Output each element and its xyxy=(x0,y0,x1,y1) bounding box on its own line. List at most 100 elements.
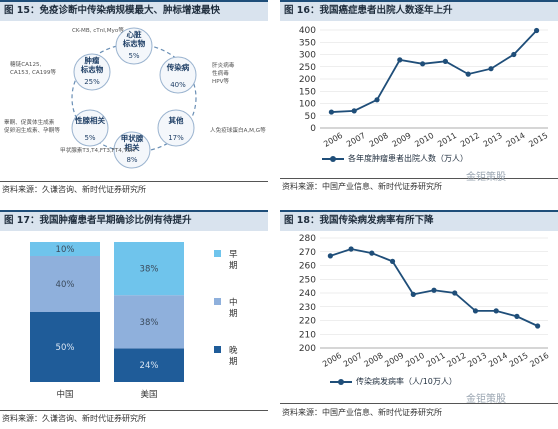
fig17-legend-swatch xyxy=(214,346,221,353)
fig18-xtick-label: 2006 xyxy=(321,351,343,369)
fig16-xtick-label: 2009 xyxy=(390,131,412,149)
fig18-xtick-label: 2008 xyxy=(363,351,385,369)
fig15-bubble-percent: 25% xyxy=(84,78,100,86)
fig18-point xyxy=(452,290,458,296)
fig15-bubble xyxy=(113,131,151,169)
fig18-point xyxy=(327,253,333,259)
fig17-legend-swatch xyxy=(214,250,221,257)
fig17-source: 资料来源：久谦咨询、新时代证券研究所 xyxy=(2,414,146,423)
fig16-ytick-label: 300 xyxy=(299,51,316,61)
fig16-ytick-label: 0 xyxy=(310,124,316,134)
fig18-title: 图 18：我国传染病发病率有所下降 xyxy=(280,210,558,231)
fig18-source: 资料来源：中国产业信息、新时代证券研究所 xyxy=(282,408,442,417)
fig18-ytick-label: 250 xyxy=(299,275,316,285)
fig18-point xyxy=(535,323,541,329)
fig16-point xyxy=(488,66,494,72)
fig17-data-label: 24% xyxy=(140,361,159,371)
fig15-separator xyxy=(0,181,268,182)
fig17-bar-segment xyxy=(114,348,184,382)
fig17-bar-segment xyxy=(114,242,184,296)
fig16-ytick-label: 400 xyxy=(299,26,316,36)
fig15-detail-text: 肝炎病毒 xyxy=(212,61,235,69)
fig17-bar-segment xyxy=(114,295,184,349)
fig18-xtick-label: 2015 xyxy=(508,351,530,369)
fig18-legend-marker xyxy=(330,378,352,385)
fig18-series-line xyxy=(330,248,539,327)
fig17-data-label: 38% xyxy=(140,318,159,328)
fig18-legend-label: 传染病发病率（人/10万人） xyxy=(356,377,457,386)
fig16-xtick-label: 2010 xyxy=(413,131,435,149)
fig18-xtick-label: 2007 xyxy=(342,351,364,369)
fig15-detail-text: 人免疫球蛋白A,M,G等 xyxy=(210,126,266,134)
fig15-detail-text: 甲状腺素T3,T4,FT3,FT4,TSH xyxy=(60,146,135,154)
fig16-point xyxy=(511,51,517,58)
fig18-point xyxy=(410,291,416,297)
fig15-detail-text: 睾酮、促黄体生成素 xyxy=(4,118,55,126)
fig15-bubble-label: 心脏 xyxy=(127,29,142,39)
fig16-point xyxy=(328,109,334,115)
fig16-xtick-label: 2007 xyxy=(345,131,367,149)
fig15-detail-text: CA153, CA199等 xyxy=(10,68,56,76)
fig15-panel: 图 15：免疫诊断中传染病规模最大、肿标增速最快 心脏 标志物 5% CK-MB, c… xyxy=(0,0,268,200)
fig18-xtick-label: 2016 xyxy=(528,351,550,369)
fig15-bubble xyxy=(71,109,109,147)
fig15-bubble-label: 其他 xyxy=(169,115,184,125)
fig16-xtick-label: 2014 xyxy=(504,131,526,149)
fig16-ytick-label: 150 xyxy=(299,87,316,97)
fig17-data-label: 50% xyxy=(56,343,75,353)
fig15-source: 资料来源：久谦咨询、新时代证券研究所 xyxy=(2,185,146,194)
fig16-xtick-label: 2012 xyxy=(459,131,481,149)
fig16-point xyxy=(397,57,403,63)
fig17-data-label: 40% xyxy=(56,280,75,290)
fig18-xtick-label: 2012 xyxy=(445,351,467,369)
fig15-bubble-label: 标志物 xyxy=(122,38,146,48)
fig18-legend: 传染病发病率（人/10万人） xyxy=(330,376,457,387)
fig16-xtick-label: 2006 xyxy=(322,131,344,149)
fig15-detail-text: 促卵泡生成素、孕酮等 xyxy=(4,126,60,134)
fig18-panel: 图 18：我国传染病发病率有所下降 200 210 220 230 240 250 260 2… xyxy=(280,210,558,429)
fig15-detail-text: 性病毒 xyxy=(212,69,229,77)
fig16-xtick-label: 2008 xyxy=(368,131,390,149)
fig17-title: 图 17：我国肿瘤患者早期确诊比例有待提升 xyxy=(0,210,268,231)
fig16-xtick-label: 2011 xyxy=(436,131,458,149)
fig16-legend-marker xyxy=(322,155,344,162)
fig18-point xyxy=(514,313,520,319)
fig17-legend-label: 晚 xyxy=(229,345,238,356)
fig16-point xyxy=(374,97,380,103)
fig18-xtick-label: 2014 xyxy=(487,351,509,369)
fig16-ytick-label: 200 xyxy=(299,75,316,85)
fig16-point xyxy=(442,58,448,64)
fig16-ytick-label: 50 xyxy=(305,112,317,122)
fig18-xtick-label: 2009 xyxy=(383,351,405,369)
fig18-ytick-label: 280 xyxy=(299,234,316,244)
fig18-point xyxy=(348,246,354,252)
fig16-xtick-label: 2013 xyxy=(482,131,504,149)
fig18-xtick-label: 2011 xyxy=(425,351,447,369)
fig18-ytick-label: 260 xyxy=(299,262,316,272)
fig18-point xyxy=(472,308,479,314)
fig15-bubble-percent: 8% xyxy=(126,156,137,164)
fig18-chart: 2002102202302402502602702802006200720082… xyxy=(299,234,551,369)
fig16-panel: 图 16：我国癌症患者出院人数逐年上升 0 50 100 150 200 250 300 35… xyxy=(280,0,558,200)
fig18-ytick-label: 220 xyxy=(299,317,316,327)
fig15-bubble xyxy=(157,109,195,147)
fig18-ytick-label: 210 xyxy=(299,330,316,340)
fig17-legend-label: 早 xyxy=(229,250,238,260)
fig16-ytick-label: 350 xyxy=(299,38,316,48)
fig18-ytick-label: 200 xyxy=(299,344,316,354)
fig16-ytick-label: 250 xyxy=(299,63,316,73)
fig16-separator xyxy=(280,178,558,179)
fig18-ytick-label: 240 xyxy=(299,289,316,299)
fig18-ytick-label: 230 xyxy=(299,303,316,313)
fig15-bubble-label: 传染病 xyxy=(166,62,190,72)
fig17-bar-segment xyxy=(30,312,100,382)
fig17-category-label: 中国 xyxy=(56,389,73,400)
fig18-point xyxy=(493,308,499,314)
fig15-title: 图 15：免疫诊断中传染病规模最大、肿标增速最快 xyxy=(0,0,268,21)
fig15-bubble-label: 甲状腺 xyxy=(121,133,144,143)
fig17-legend-label: 期 xyxy=(229,309,238,319)
fig18-point xyxy=(431,287,437,293)
fig16-point xyxy=(351,108,357,114)
